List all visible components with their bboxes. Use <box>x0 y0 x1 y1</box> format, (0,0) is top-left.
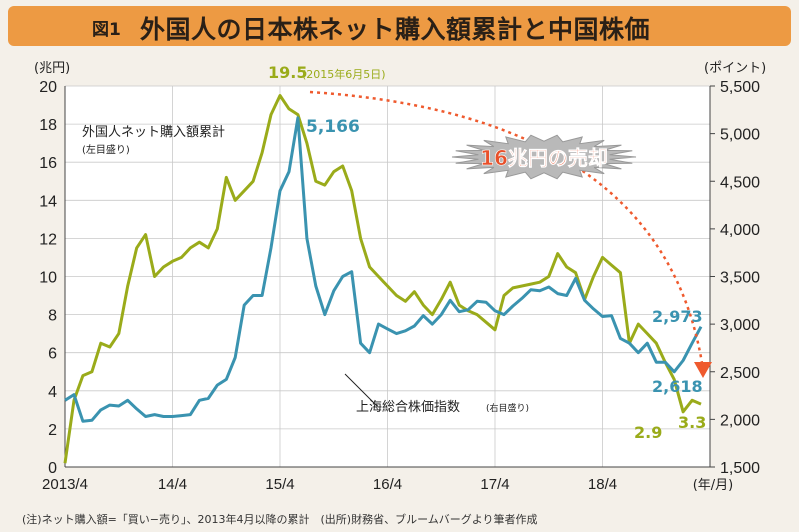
figure-header: 図1 外国人の日本株ネット購入額累計と中国株価 <box>0 0 799 52</box>
left-tick-label: 4 <box>48 384 57 401</box>
end-purchase-label: 3.3 <box>678 413 706 432</box>
right-tick-label: 2,500 <box>720 365 760 382</box>
left-tick-label: 14 <box>39 193 57 210</box>
end-purchase-low-label: 2.9 <box>634 423 662 442</box>
left-axis-unit: (兆円) <box>34 61 70 76</box>
end-shanghai-low-label: 2,618 <box>652 377 703 396</box>
series-line-shanghai <box>64 116 703 423</box>
figure-title: 外国人の日本株ネット購入額累計と中国株価 <box>140 15 651 44</box>
right-tick-label: 2,000 <box>720 412 760 429</box>
left-tick-label: 8 <box>48 308 57 325</box>
chart: 0 2 4 6 8 10 12 14 16 18 20 1,500 2,000 2,500 3,000 3,5… <box>34 61 766 493</box>
end-shanghai-high-label: 2,973 <box>652 307 703 326</box>
series-label-net-purchase: 外国人ネット購入額累計 <box>82 124 225 140</box>
series-lines <box>63 94 703 464</box>
sell-callout-text: 16兆円の売却 <box>480 146 608 170</box>
x-tick-label: 15/4 <box>265 476 294 493</box>
footnote: (注)ネット購入額=「買い−売り」、2013年4月以降の累計 (出所)財務省、ブ… <box>22 513 538 526</box>
header-band <box>8 6 791 46</box>
right-axis-unit: (ポイント) <box>704 61 766 76</box>
left-tick-label: 0 <box>48 460 57 477</box>
series-axis-note-net-purchase: (左目盛り) <box>82 143 130 156</box>
left-tick-label: 10 <box>39 270 57 287</box>
sell-arrow <box>309 90 704 364</box>
right-tick-label: 5,500 <box>720 79 760 96</box>
x-axis-unit: (年/月) <box>693 478 734 493</box>
left-tick-label: 20 <box>39 79 57 96</box>
peak-shanghai-label: 5,166 <box>306 117 360 137</box>
x-tick-label: 17/4 <box>480 476 509 493</box>
x-tick-label: 14/4 <box>158 476 187 493</box>
sell-callout-burst <box>451 134 637 180</box>
x-tick-label: 18/4 <box>588 476 617 493</box>
left-tick-label: 12 <box>39 231 57 248</box>
right-tick-label: 4,500 <box>720 174 760 191</box>
x-tick-label: 16/4 <box>373 476 402 493</box>
right-tick-label: 5,000 <box>720 127 760 144</box>
series-label-shanghai: 上海総合株価指数 <box>356 400 460 415</box>
right-tick-label: 3,500 <box>720 270 760 287</box>
series-line-net-purchase <box>63 94 702 464</box>
left-tick-label: 16 <box>39 155 57 172</box>
left-tick-label: 2 <box>48 422 57 439</box>
sell-arrow-head <box>694 362 712 378</box>
peak-date-label: (2015年6月5日) <box>302 67 386 81</box>
series-leader-shanghai <box>344 373 378 407</box>
figure-number: 図1 <box>92 20 121 40</box>
annotations: 外国人ネット購入額累計 (左目盛り) 上海総合株価指数 (右目盛り) 19.5(2015… <box>82 63 712 442</box>
right-tick-label: 3,000 <box>720 317 760 334</box>
x-tick-label: 2013/4 <box>42 476 88 493</box>
series-axis-note-shanghai: (右目盛り) <box>486 402 529 414</box>
right-tick-label: 4,000 <box>720 222 760 239</box>
left-tick-label: 18 <box>39 117 57 134</box>
right-tick-label: 1,500 <box>720 460 760 477</box>
axes: 0 2 4 6 8 10 12 14 16 18 20 1,500 2,000 2,500 3,000 3,5… <box>34 61 766 493</box>
peak-purchase-label: 19.5 <box>268 63 307 82</box>
left-tick-label: 6 <box>48 346 57 363</box>
